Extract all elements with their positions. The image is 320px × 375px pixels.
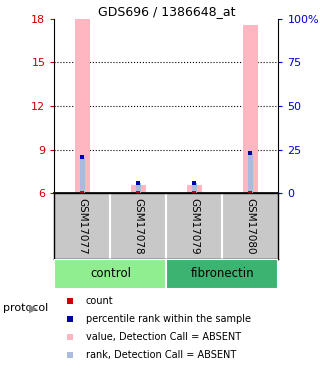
Text: fibronectin: fibronectin [191,267,254,280]
Text: ▶: ▶ [29,303,38,313]
Text: GSM17080: GSM17080 [245,198,255,254]
Title: GDS696 / 1386648_at: GDS696 / 1386648_at [98,4,235,18]
Bar [192,183,197,194]
Bar [187,185,202,194]
Text: GSM17078: GSM17078 [133,198,143,255]
Text: GSM17077: GSM17077 [77,198,87,255]
Bar [131,185,146,194]
Text: percentile rank within the sample: percentile rank within the sample [86,314,251,324]
Bar [80,157,85,194]
Text: GSM17079: GSM17079 [189,198,199,255]
Bar [243,25,258,194]
Bar [136,183,141,194]
Text: value, Detection Call = ABSENT: value, Detection Call = ABSENT [86,332,241,342]
Bar [54,259,166,289]
Bar [166,259,278,289]
Bar [248,153,253,194]
Bar [75,19,90,194]
Text: protocol: protocol [3,303,48,313]
Text: count: count [86,296,113,306]
Text: rank, Detection Call = ABSENT: rank, Detection Call = ABSENT [86,350,236,360]
Text: control: control [90,267,131,280]
